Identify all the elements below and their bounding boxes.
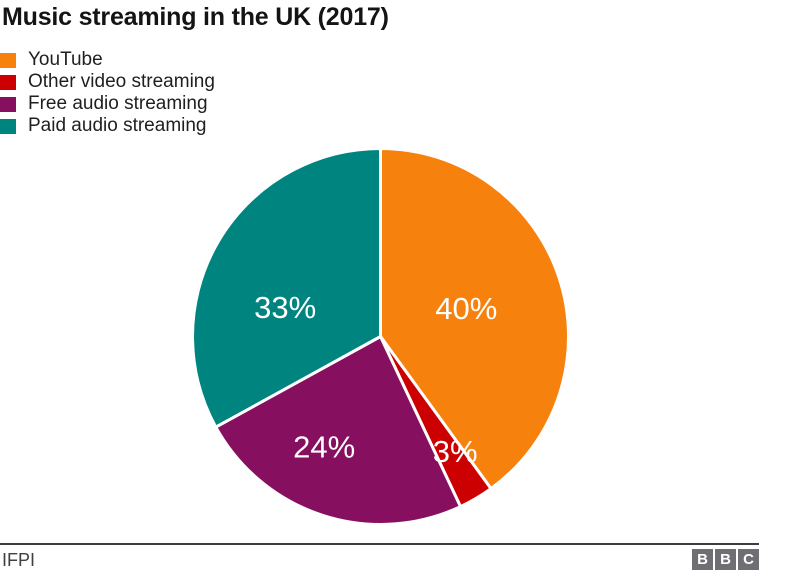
pie-slice-0	[379, 147, 570, 491]
legend-swatch-free-audio	[0, 96, 16, 112]
legend-swatch-youtube	[0, 52, 16, 68]
pie-slice-label-2: 24%	[293, 430, 355, 465]
chart-title: Music streaming in the UK (2017)	[2, 3, 389, 31]
legend-label-paid-audio: Paid audio streaming	[28, 115, 207, 136]
legend-label-other-video: Other video streaming	[28, 71, 215, 92]
footer-divider	[0, 543, 759, 545]
legend-swatch-other-video	[0, 74, 16, 90]
source-label: IFPI	[2, 550, 36, 570]
legend-label-free-audio: Free audio streaming	[28, 93, 208, 114]
legend-item-youtube: YouTube	[0, 49, 215, 71]
legend-item-free-audio: Free audio streaming	[0, 93, 215, 115]
legend-label-youtube: YouTube	[28, 49, 103, 70]
legend: YouTube Other video streaming Free audio…	[0, 49, 215, 137]
bbc-logo-letter-2: B	[715, 549, 736, 570]
pie-slice-label-0: 40%	[435, 291, 497, 326]
pie-slice-label-1: 3%	[433, 434, 478, 469]
pie-chart: 40% 3% 24% 33%	[191, 147, 570, 526]
pie-slice-3	[191, 147, 382, 429]
pie-slice-2	[214, 335, 462, 526]
bbc-logo-letter-3: C	[738, 549, 759, 570]
legend-swatch-paid-audio	[0, 118, 16, 134]
legend-item-paid-audio: Paid audio streaming	[0, 115, 215, 137]
legend-item-other-video: Other video streaming	[0, 71, 215, 93]
pie-slice-label-3: 33%	[254, 290, 316, 325]
bbc-logo: B B C	[692, 549, 759, 570]
bbc-logo-letter-1: B	[692, 549, 713, 570]
